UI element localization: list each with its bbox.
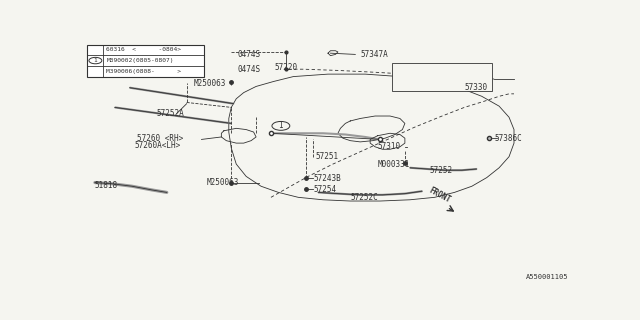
Text: 57347A: 57347A — [360, 50, 388, 59]
Bar — [88, 44, 204, 76]
Text: 57260 <RH>: 57260 <RH> — [137, 134, 183, 143]
Text: 57252A: 57252A — [157, 109, 184, 118]
Text: 0474S: 0474S — [238, 50, 261, 59]
Text: FRONT: FRONT — [428, 186, 452, 205]
Text: 57251: 57251 — [316, 152, 339, 161]
Text: 1: 1 — [278, 121, 283, 130]
Text: 57243B: 57243B — [313, 174, 341, 183]
Text: 57310: 57310 — [378, 142, 401, 151]
Text: 57386C: 57386C — [494, 134, 522, 143]
Text: 57254: 57254 — [313, 185, 336, 195]
Text: M390006(0808-      >: M390006(0808- > — [106, 69, 181, 74]
Text: A550001105: A550001105 — [526, 274, 568, 280]
Text: 57220: 57220 — [275, 63, 298, 72]
Text: 57252: 57252 — [429, 166, 453, 175]
Text: M390002(0805-0807): M390002(0805-0807) — [106, 58, 174, 63]
Text: 0474S: 0474S — [238, 65, 261, 74]
Text: 51818: 51818 — [95, 180, 118, 189]
Text: 57260A<LH>: 57260A<LH> — [134, 141, 181, 150]
Text: 1: 1 — [93, 58, 97, 63]
Bar — [392, 63, 492, 92]
Text: M250063: M250063 — [207, 178, 239, 187]
Text: 60316  <      -0804>: 60316 < -0804> — [106, 47, 181, 52]
Text: M250063: M250063 — [194, 79, 227, 89]
Text: M000331: M000331 — [378, 160, 410, 169]
Text: 57330: 57330 — [465, 83, 488, 92]
Text: 57252C: 57252C — [350, 193, 378, 202]
